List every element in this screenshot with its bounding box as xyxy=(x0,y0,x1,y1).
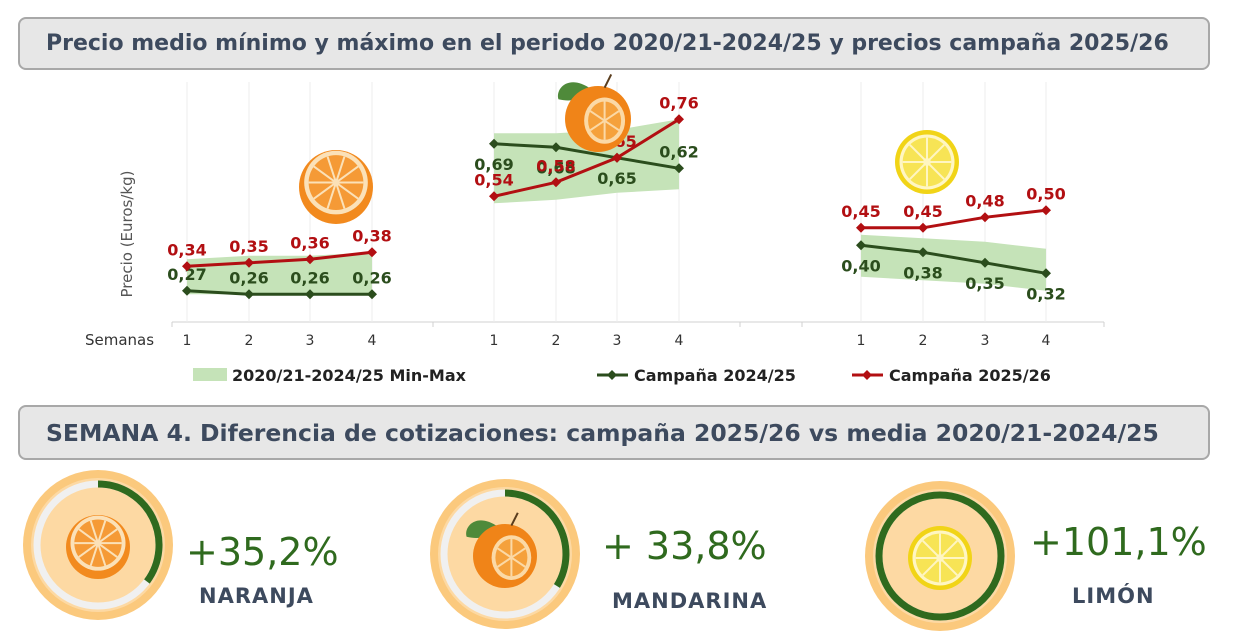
limón-point xyxy=(980,212,990,223)
naranja-data-label: 0,26 xyxy=(352,268,391,287)
limón-series-2025-26-line xyxy=(861,208,1047,230)
mandarina-range-area xyxy=(494,119,679,204)
y-axis-label: Precio (Euros/kg) xyxy=(118,171,136,298)
x-tick-label: 4 xyxy=(675,333,684,349)
legend-label-2024: Campaña 2024/25 xyxy=(634,366,796,385)
naranja-data-label: 0,38 xyxy=(352,226,391,245)
mandarina-series-2025-26-line xyxy=(493,118,680,198)
legend-label-range: 2020/21-2024/25 Min-Max xyxy=(232,366,467,385)
x-tick-label: 2 xyxy=(245,333,254,349)
legend-marker-2024 xyxy=(607,370,617,380)
mandarina-data-label: 0,58 xyxy=(536,156,575,175)
x-tick-label: 3 xyxy=(306,333,315,349)
x-tick-label: 4 xyxy=(368,333,377,349)
limón-data-label: 0,45 xyxy=(903,202,942,221)
legend: 2020/21-2024/25 Min-Max Campaña 2024/25 Ca… xyxy=(193,366,1051,385)
mandarina-point xyxy=(489,138,499,149)
mandarina-point xyxy=(551,177,561,188)
naranja-point xyxy=(182,261,192,272)
naranja-data-label: 0,27 xyxy=(167,265,206,284)
limón-point xyxy=(1041,205,1051,216)
x-tick-label: 1 xyxy=(490,333,499,349)
mandarina-point xyxy=(551,142,561,153)
mandarina-label: MANDARINA xyxy=(612,589,768,613)
naranja-data-label: 0,35 xyxy=(229,237,268,256)
limon-label: LIMÓN xyxy=(1072,584,1155,608)
lemon-slice-icon xyxy=(895,130,959,194)
limón-data-label: 0,35 xyxy=(965,274,1004,293)
orange-half-icon xyxy=(299,150,373,224)
limón-data-label: 0,38 xyxy=(903,263,942,282)
price-chart: Precio (Euros/kg) Semanas 0,27 0,26 0,26 0,26… xyxy=(85,74,1105,385)
naranja-range-area xyxy=(187,252,372,295)
limon-progress-arc xyxy=(875,491,1005,621)
limón-series-2024-25-line xyxy=(860,243,1047,275)
difference-title: SEMANA 4. Diferencia de cotizaciones: ca… xyxy=(46,418,1159,447)
limón-data-label: 0,32 xyxy=(1026,284,1065,303)
mandarina-data-label: 0,69 xyxy=(474,155,513,174)
naranja-point xyxy=(367,247,377,258)
mandarina-data-label: 0,68 xyxy=(536,158,575,177)
limón-point xyxy=(1041,268,1051,279)
limon-percentage: +101,1% xyxy=(1030,520,1207,564)
mandarina-point xyxy=(612,152,622,163)
mandarin-icon xyxy=(557,74,631,152)
naranja-percentage: +35,2% xyxy=(186,530,339,574)
limón-data-label: 0,50 xyxy=(1026,184,1065,203)
naranja-data-label: 0,26 xyxy=(290,268,329,287)
naranja-label: NARANJA xyxy=(199,584,314,608)
limón-point xyxy=(918,222,928,233)
legend-label-2025: Campaña 2025/26 xyxy=(889,366,1051,385)
x-tick-label: 4 xyxy=(1042,333,1051,349)
naranja-progress-arc xyxy=(97,480,163,584)
naranja-data-label: 0,36 xyxy=(290,233,329,252)
naranja-point xyxy=(244,257,254,268)
mandarina-point xyxy=(489,191,499,202)
stat-rings xyxy=(23,470,1015,631)
mandarina-progress-arc xyxy=(504,489,570,588)
difference-banner: SEMANA 4. Diferencia de cotizaciones: ca… xyxy=(18,405,1210,460)
x-tick-label: 3 xyxy=(981,333,990,349)
mandarina-data-label: 0,62 xyxy=(659,142,698,161)
mandarina-point xyxy=(674,163,684,174)
limón-point xyxy=(856,240,866,251)
limón-data-label: 0,45 xyxy=(841,202,880,221)
x-tick-label: 2 xyxy=(552,333,561,349)
mandarin-icon xyxy=(466,512,537,588)
naranja-series-2024-25-line xyxy=(186,289,372,296)
mandarina-data-label: 0,65 xyxy=(597,169,636,188)
limón-range-area xyxy=(861,234,1046,291)
x-tick-label: 3 xyxy=(613,333,622,349)
chart-title-banner: Precio medio mínimo y máximo en el perio… xyxy=(18,17,1210,70)
limón-data-label: 0,40 xyxy=(841,256,880,275)
limón-point xyxy=(918,247,928,258)
naranja-data-label: 0,26 xyxy=(229,268,268,287)
mandarina-data-label: 0,54 xyxy=(474,170,513,189)
limón-point xyxy=(980,257,990,268)
limón-point xyxy=(856,222,866,233)
legend-marker-2025 xyxy=(862,370,872,380)
lemon-slice-icon xyxy=(908,526,972,590)
naranja-point xyxy=(367,289,377,300)
naranja-series-2025-26-line xyxy=(186,250,373,268)
mandarina-point xyxy=(674,114,684,125)
naranja-point xyxy=(244,289,254,300)
naranja-point xyxy=(182,285,192,296)
mandarina-series-2024-25-line xyxy=(493,142,680,170)
mandarina-percentage: + 33,8% xyxy=(602,524,767,568)
x-tick-label: 1 xyxy=(183,333,192,349)
x-axis-label: Semanas xyxy=(85,331,154,349)
x-tick-label: 2 xyxy=(919,333,928,349)
limón-data-label: 0,48 xyxy=(965,191,1004,210)
legend-swatch-range xyxy=(193,368,227,381)
naranja-data-label: 0,34 xyxy=(167,240,206,259)
chart-title: Precio medio mínimo y máximo en el perio… xyxy=(46,31,1169,56)
naranja-point xyxy=(305,289,315,300)
x-tick-label: 1 xyxy=(857,333,866,349)
mandarina-data-label: 0,76 xyxy=(659,93,698,112)
orange-half-icon xyxy=(66,515,130,579)
